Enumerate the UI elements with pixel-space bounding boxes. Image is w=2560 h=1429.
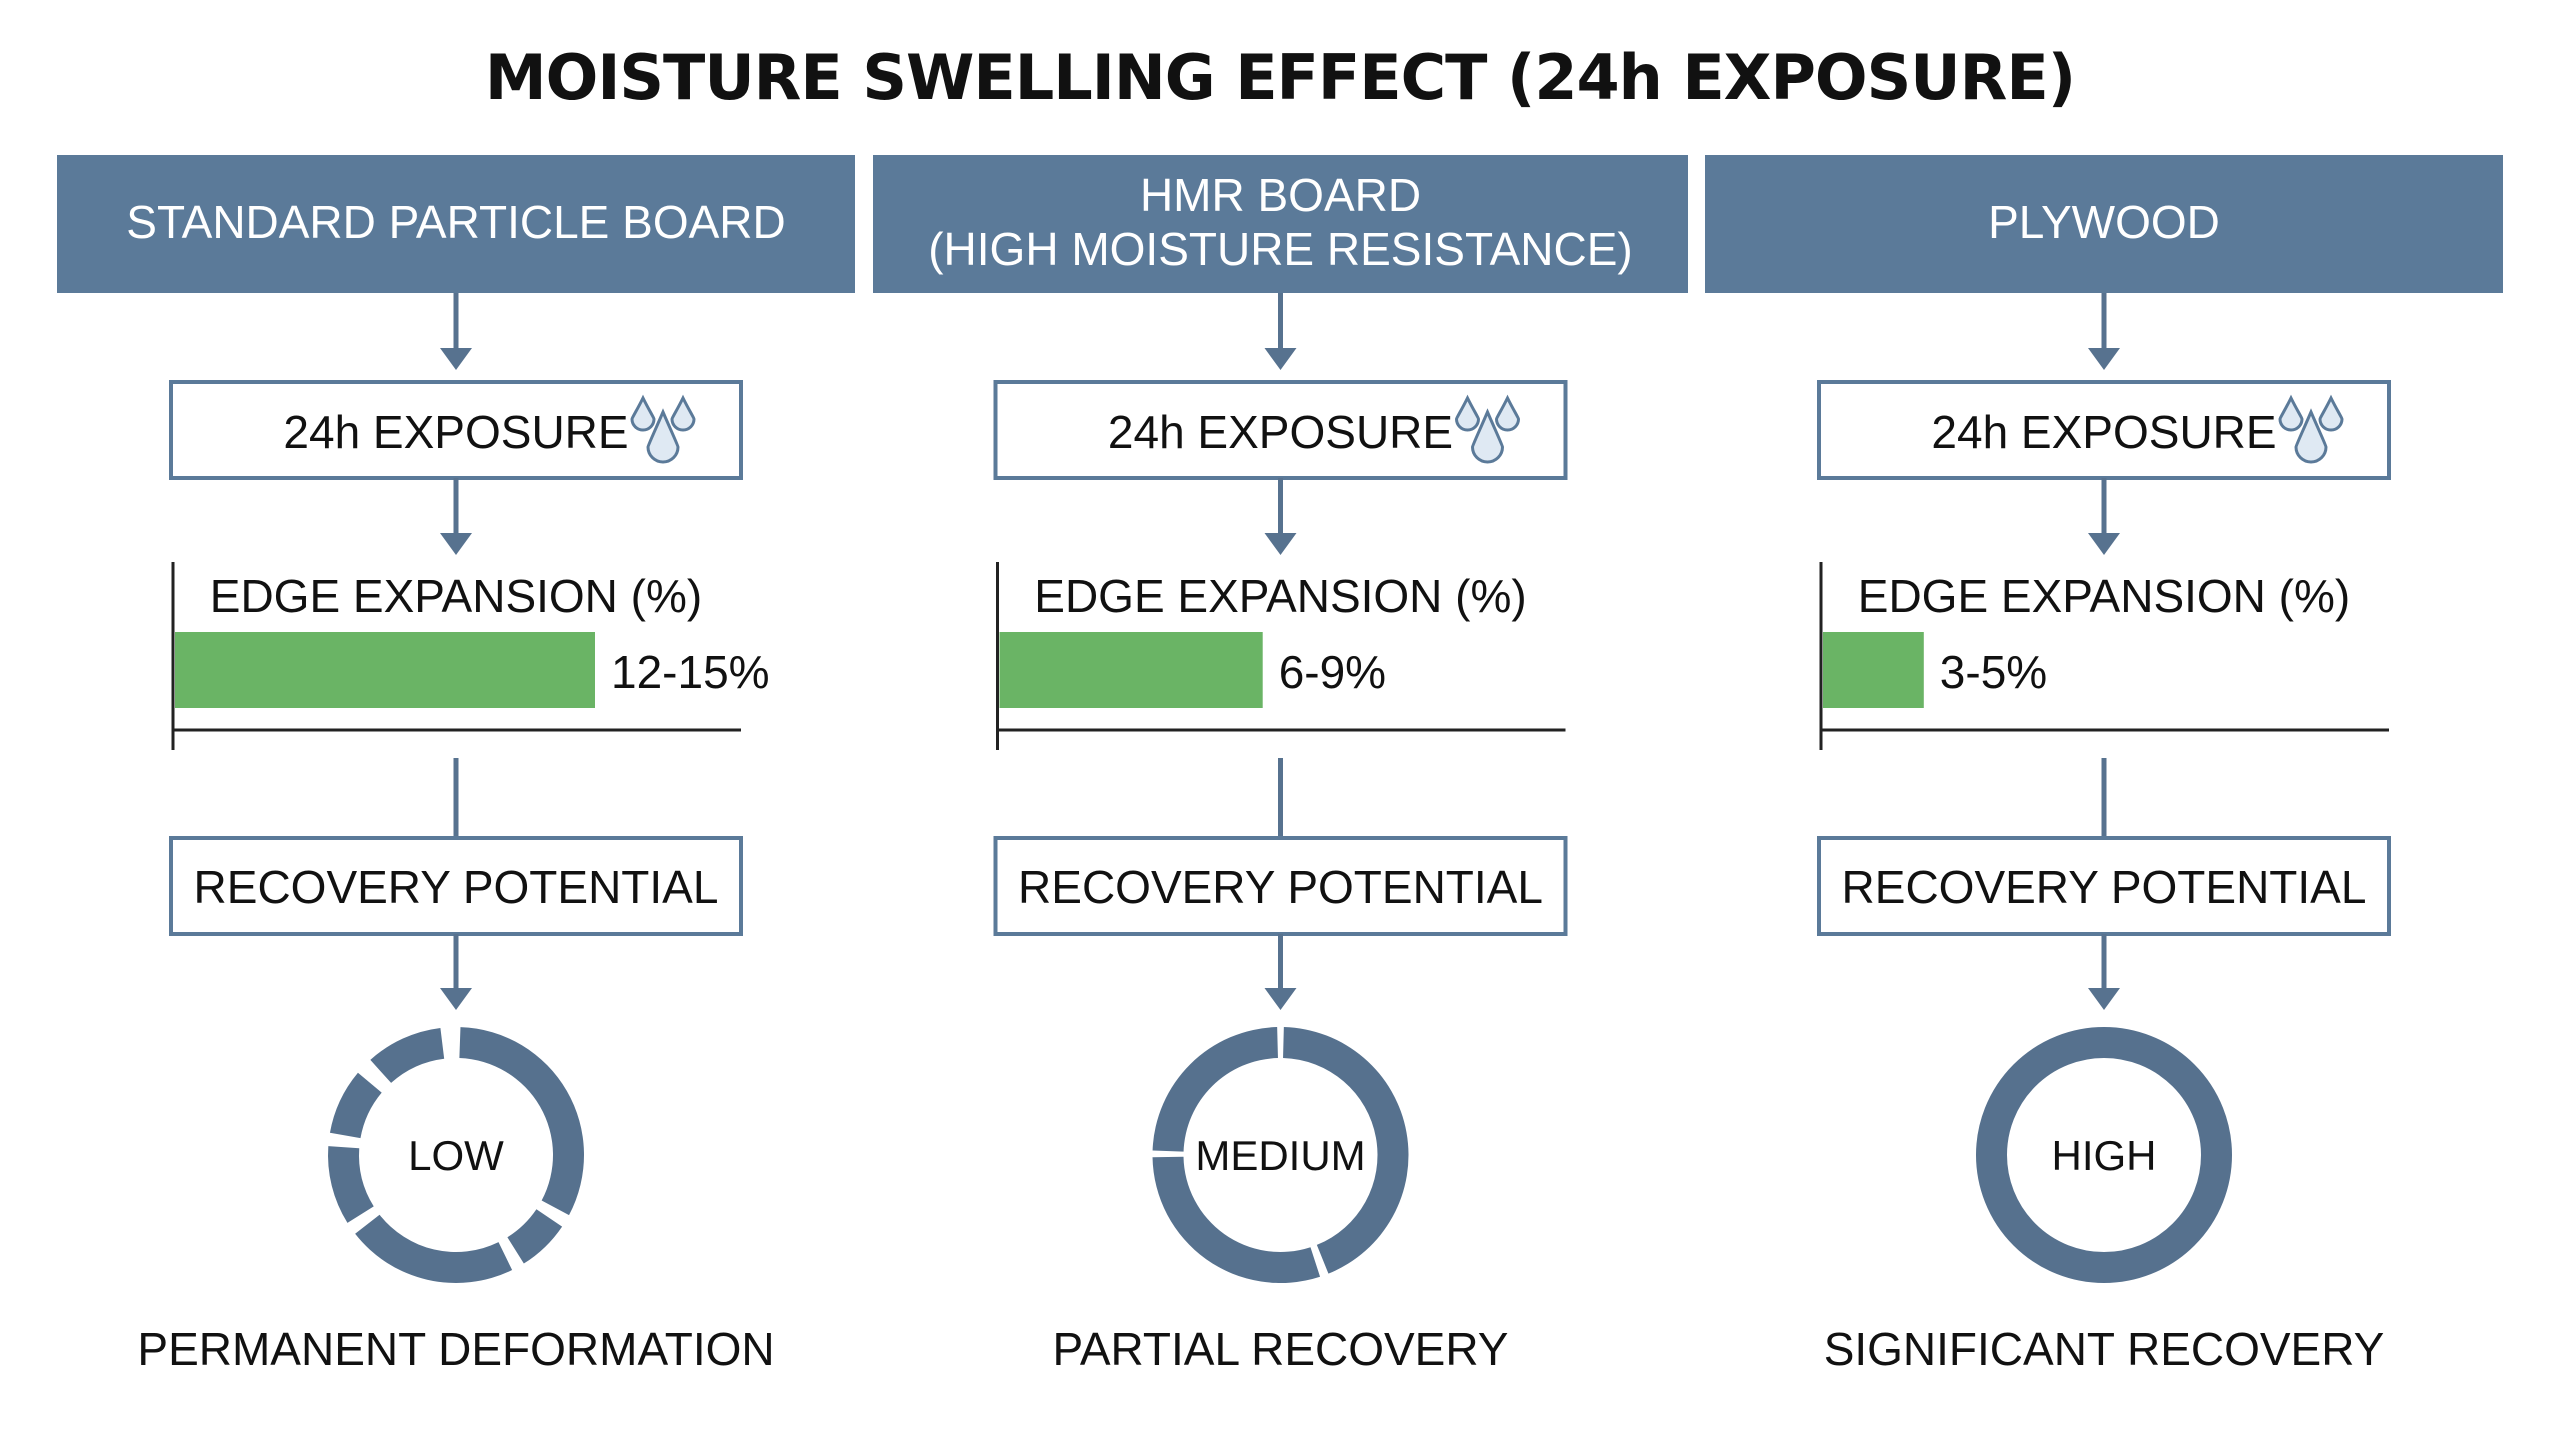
arrow-to-expansion — [2088, 478, 2120, 555]
outcome-label: PERMANENT DEFORMATION — [137, 1323, 774, 1375]
recovery-box: RECOVERY POTENTIAL — [169, 836, 743, 936]
edge-expansion-chart: EDGE EXPANSION (%) 3-5% — [1819, 562, 2389, 750]
water-drop — [2318, 394, 2344, 432]
recovery-ring: HIGH — [1976, 1027, 2232, 1283]
header-background — [57, 155, 855, 293]
recovery-box: RECOVERY POTENTIAL — [993, 836, 1568, 936]
column-1: STANDARD PARTICLE BOARD 24h EXPOSURE EDGE … — [57, 155, 855, 1375]
expansion-value: 12-15% — [611, 646, 770, 698]
header-background — [1705, 155, 2503, 293]
column-header: STANDARD PARTICLE BOARD — [57, 155, 855, 293]
ring-segment — [329, 1072, 382, 1139]
water-drop — [2278, 394, 2304, 432]
water-drops-icon — [1454, 394, 1521, 464]
recovery-ring: LOW — [327, 1027, 584, 1284]
header-title: HMR BOARD — [1140, 169, 1421, 221]
edge-expansion-chart: EDGE EXPANSION (%) 12-15% — [171, 562, 770, 750]
ring-segment — [355, 1214, 513, 1284]
water-drop — [630, 394, 656, 432]
expansion-value: 6-9% — [1279, 646, 1386, 698]
recovery-box-frame — [993, 836, 1568, 936]
ring-segment — [507, 1209, 563, 1264]
expansion-label: EDGE EXPANSION (%) — [1858, 570, 2350, 622]
recovery-label: RECOVERY POTENTIAL — [1842, 861, 2367, 913]
arrow-head — [440, 533, 472, 555]
recovery-level: MEDIUM — [1195, 1132, 1365, 1179]
arrow-head — [1264, 348, 1297, 370]
header-background — [873, 155, 1688, 293]
ring-segment — [1976, 1027, 2232, 1283]
arrow-head — [2088, 988, 2120, 1010]
ring-segment — [459, 1027, 584, 1216]
water-drop — [646, 408, 680, 464]
recovery-box-frame — [169, 836, 743, 936]
header-title: STANDARD PARTICLE BOARD — [126, 196, 785, 248]
expansion-label: EDGE EXPANSION (%) — [210, 570, 702, 622]
ring-segment — [327, 1146, 374, 1223]
arrow-head — [2088, 348, 2120, 370]
expansion-bar — [1823, 632, 1924, 708]
exposure-box: 24h EXPOSURE — [169, 380, 743, 480]
outcome-label: PARTIAL RECOVERY — [1053, 1323, 1509, 1375]
water-drops-icon — [2278, 394, 2344, 464]
recovery-label: RECOVERY POTENTIAL — [1018, 861, 1543, 913]
recovery-label: RECOVERY POTENTIAL — [194, 861, 719, 913]
arrow-to-expansion — [1264, 478, 1297, 555]
water-drop — [1494, 394, 1521, 432]
arrow-head — [440, 348, 472, 370]
exposure-label: 24h EXPOSURE — [1931, 406, 2276, 458]
column-3: PLYWOOD 24h EXPOSURE EDGE EXPANSION (%) 3-5… — [1705, 155, 2503, 1375]
exposure-label: 24h EXPOSURE — [1108, 406, 1453, 458]
water-drop — [1454, 394, 1481, 432]
exposure-box: 24h EXPOSURE — [993, 380, 1568, 480]
expansion-value: 3-5% — [1940, 646, 2047, 698]
water-drops-icon — [630, 394, 696, 464]
arrow-head — [440, 988, 472, 1010]
recovery-box: RECOVERY POTENTIAL — [1817, 836, 2391, 936]
ring-segment — [1283, 1027, 1409, 1274]
ring-segment — [1152, 1156, 1321, 1284]
header-subtitle: (HIGH MOISTURE RESISTANCE) — [928, 223, 1633, 275]
arrow-to-ring — [1264, 934, 1297, 1010]
arrow-head — [1264, 988, 1297, 1010]
expansion-bar — [999, 632, 1263, 708]
water-drop — [1470, 408, 1505, 464]
header-title: PLYWOOD — [1988, 196, 2220, 248]
ring-segment — [1152, 1027, 1278, 1152]
ring-segment — [370, 1027, 445, 1083]
arrow-to-ring — [2088, 934, 2120, 1010]
recovery-ring: MEDIUM — [1152, 1027, 1409, 1284]
arrow-head — [1264, 533, 1297, 555]
recovery-level: HIGH — [2052, 1132, 2157, 1179]
arrow-to-ring — [440, 934, 472, 1010]
column-2: HMR BOARD(HIGH MOISTURE RESISTANCE) 24h E… — [873, 155, 1688, 1375]
arrow-head — [2088, 533, 2120, 555]
arrow-to-exposure — [1264, 293, 1297, 370]
exposure-label: 24h EXPOSURE — [283, 406, 628, 458]
diagram-title: MOISTURE SWELLING EFFECT (24h EXPOSURE) — [484, 41, 2076, 114]
exposure-box: 24h EXPOSURE — [1817, 380, 2391, 480]
column-header: PLYWOOD — [1705, 155, 2503, 293]
arrow-to-exposure — [2088, 293, 2120, 370]
expansion-bar — [175, 632, 595, 708]
water-drop — [670, 394, 696, 432]
column-header: HMR BOARD(HIGH MOISTURE RESISTANCE) — [873, 155, 1688, 293]
edge-expansion-chart: EDGE EXPANSION (%) 6-9% — [996, 562, 1566, 750]
arrow-to-exposure — [440, 293, 472, 370]
outcome-label: SIGNIFICANT RECOVERY — [1824, 1323, 2385, 1375]
recovery-box-frame — [1817, 836, 2391, 936]
expansion-label: EDGE EXPANSION (%) — [1034, 570, 1526, 622]
arrow-to-expansion — [440, 478, 472, 555]
recovery-level: LOW — [408, 1132, 504, 1179]
water-drop — [2294, 408, 2328, 464]
